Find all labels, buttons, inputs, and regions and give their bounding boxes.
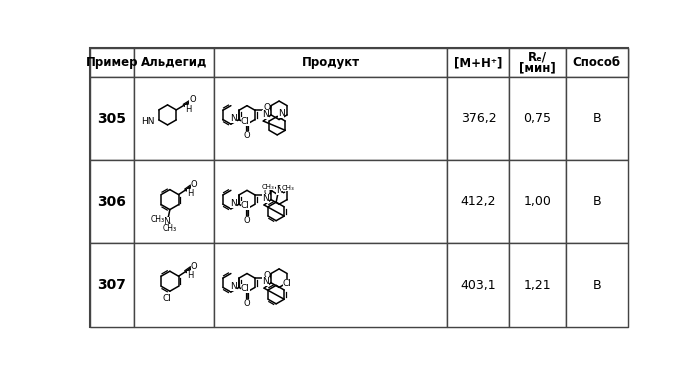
Text: 412,2: 412,2 <box>461 195 496 208</box>
Text: O: O <box>244 216 251 225</box>
Text: Альдегид: Альдегид <box>141 56 207 69</box>
Bar <box>90 160 134 244</box>
Text: Cl: Cl <box>241 201 250 210</box>
Bar <box>214 77 447 160</box>
Text: O: O <box>189 95 196 104</box>
Bar <box>214 244 447 327</box>
Bar <box>447 48 510 77</box>
Text: B: B <box>592 279 601 291</box>
Text: Rₑ/: Rₑ/ <box>528 51 547 64</box>
Bar <box>134 77 214 160</box>
Text: CH₃: CH₃ <box>150 215 164 224</box>
Text: H: H <box>185 105 191 114</box>
Text: N: N <box>230 199 237 208</box>
Text: O: O <box>244 131 251 140</box>
Text: 305: 305 <box>97 112 127 126</box>
Text: Пример: Пример <box>85 56 138 69</box>
Text: Способ: Способ <box>573 56 621 69</box>
Bar <box>134 160 214 244</box>
Text: 307: 307 <box>97 278 126 292</box>
Text: 403,1: 403,1 <box>461 279 496 291</box>
Text: N: N <box>262 277 269 287</box>
Text: N: N <box>276 186 283 195</box>
Text: CH₃: CH₃ <box>163 224 177 233</box>
Text: O: O <box>191 262 197 271</box>
Text: O: O <box>263 188 270 197</box>
Text: H: H <box>187 271 193 280</box>
Text: O: O <box>244 299 251 308</box>
Text: [мин]: [мин] <box>519 62 556 74</box>
Text: N: N <box>262 194 269 203</box>
Text: CH₃: CH₃ <box>262 184 275 190</box>
Text: B: B <box>592 195 601 208</box>
Bar <box>447 77 510 160</box>
Bar <box>510 77 566 160</box>
Bar <box>90 48 134 77</box>
Bar <box>566 48 628 77</box>
Bar <box>566 244 628 327</box>
Text: 306: 306 <box>97 195 126 209</box>
Text: O: O <box>191 180 197 189</box>
Bar <box>447 160 510 244</box>
Text: N: N <box>278 109 284 118</box>
Text: 1,21: 1,21 <box>524 279 552 291</box>
Bar <box>90 48 628 77</box>
Text: HN: HN <box>141 117 154 126</box>
Text: O: O <box>263 103 270 112</box>
Text: Cl: Cl <box>162 294 172 302</box>
Bar <box>447 244 510 327</box>
Text: Продукт: Продукт <box>302 56 360 69</box>
Bar <box>90 244 134 327</box>
Text: Cl: Cl <box>241 284 250 293</box>
Bar <box>134 48 214 77</box>
Bar <box>214 160 447 244</box>
Bar <box>214 48 447 77</box>
Text: N: N <box>230 114 237 123</box>
Text: H: H <box>187 189 193 198</box>
Text: O: O <box>263 271 270 280</box>
Text: N: N <box>163 217 170 226</box>
Text: CH₃: CH₃ <box>281 185 294 192</box>
Text: B: B <box>592 112 601 125</box>
Text: N: N <box>230 282 237 291</box>
Bar <box>134 244 214 327</box>
Bar <box>510 160 566 244</box>
Bar <box>510 244 566 327</box>
Bar <box>510 48 566 77</box>
Text: Cl: Cl <box>241 117 250 125</box>
Bar <box>90 77 134 160</box>
Text: 0,75: 0,75 <box>524 112 552 125</box>
Text: [M+H⁺]: [M+H⁺] <box>454 56 503 69</box>
Text: Cl: Cl <box>283 279 292 288</box>
Bar <box>566 160 628 244</box>
Bar <box>566 77 628 160</box>
Text: N: N <box>262 110 269 119</box>
Text: 376,2: 376,2 <box>461 112 496 125</box>
Text: 1,00: 1,00 <box>524 195 552 208</box>
